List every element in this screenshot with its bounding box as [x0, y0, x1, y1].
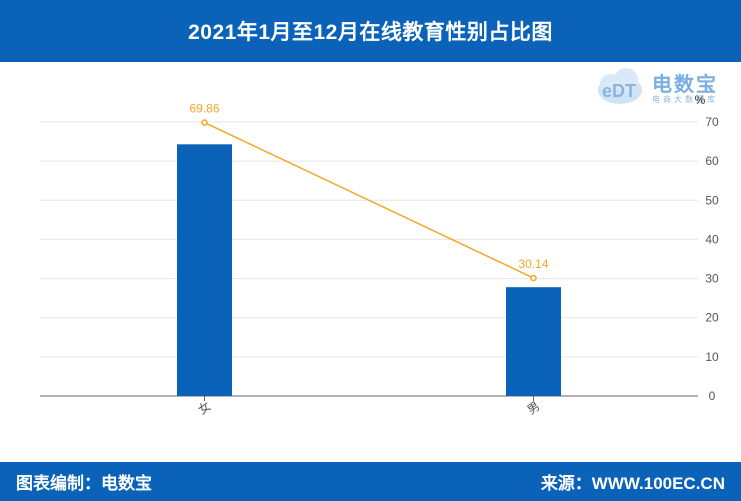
logo-text: 电数宝	[652, 74, 718, 96]
footer-bar: 图表编制：电数宝 来源：WWW.100EC.CN	[0, 462, 741, 501]
footer-source: 来源：WWW.100EC.CN	[540, 474, 725, 493]
y-tick-label: 60	[705, 154, 719, 168]
y-tick-label: 0	[709, 389, 716, 403]
y-tick-label: 10	[705, 350, 719, 364]
bar	[177, 144, 232, 396]
footer-credit: 图表编制：电数宝	[16, 474, 152, 493]
data-label: 30.14	[518, 257, 548, 271]
header-bar: 2021年1月至12月在线教育性别占比图	[0, 0, 741, 62]
cloud-logo-icon: eDT	[598, 68, 642, 104]
data-label: 69.86	[189, 102, 219, 116]
y-tick-label: 30	[705, 272, 719, 286]
x-tick-label: 男	[525, 399, 543, 417]
brand-logo: eDT 电数宝 电商大数据库	[590, 62, 740, 110]
bar	[506, 287, 561, 396]
page-title: 2021年1月至12月在线教育性别占比图	[188, 21, 553, 44]
y-tick-label: 20	[705, 311, 719, 325]
y-axis-unit: %	[695, 93, 706, 107]
line-point	[530, 274, 537, 282]
y-tick-label: 40	[705, 232, 719, 246]
logo-subtext: 电商大数据库	[652, 95, 718, 104]
logo-mark-text: eDT	[602, 81, 636, 101]
series-line	[204, 121, 534, 279]
y-tick-label: 50	[705, 193, 719, 207]
x-tick-label: 女	[195, 398, 213, 417]
chart-area: 0 10 20 30 40 50 60 70% 女 男 69.86 30.14	[40, 93, 719, 417]
line-point	[201, 119, 208, 126]
y-tick-label: 70	[705, 115, 719, 129]
